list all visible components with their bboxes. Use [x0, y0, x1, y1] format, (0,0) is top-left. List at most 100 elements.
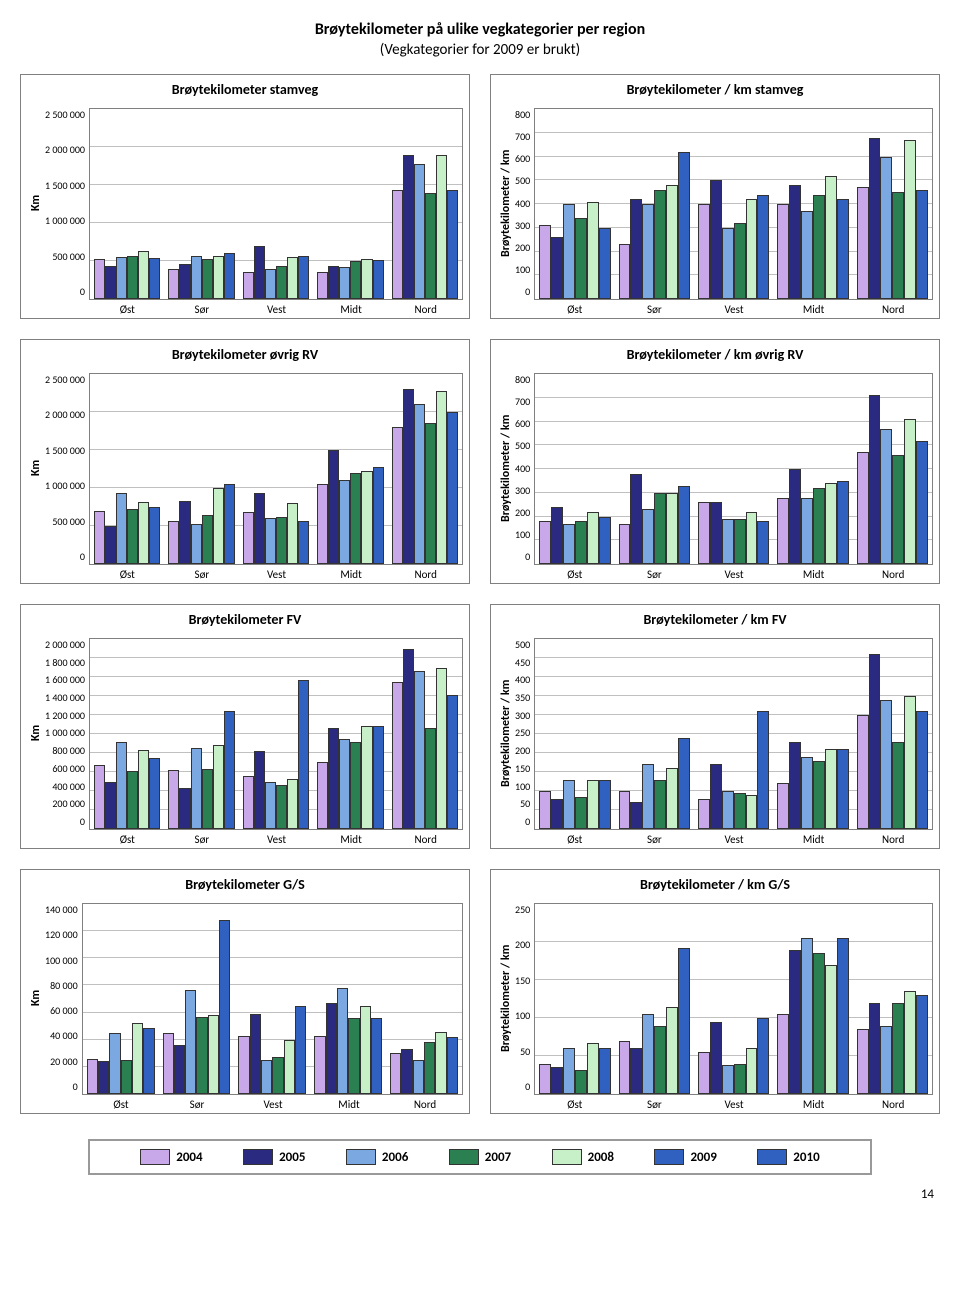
y-axis-label: Km — [27, 903, 45, 1093]
bar — [243, 512, 254, 564]
bar — [339, 267, 350, 299]
bar — [710, 764, 722, 829]
y-tick: 250 — [515, 726, 530, 739]
legend: 2004200520062007200820092010 — [88, 1139, 872, 1175]
x-tick: Nord — [387, 1098, 463, 1111]
y-tick: 700 — [515, 130, 530, 143]
bar — [414, 404, 425, 564]
bar — [116, 742, 127, 829]
bar — [813, 195, 825, 300]
x-tick: Nord — [388, 833, 463, 846]
bar — [642, 204, 654, 299]
bar — [392, 427, 403, 564]
bar-group — [388, 109, 462, 299]
y-tick: 700 — [515, 395, 530, 408]
bar — [98, 1061, 109, 1094]
bar — [551, 1067, 563, 1094]
bar — [825, 749, 837, 829]
y-tick: 200 — [515, 241, 530, 254]
bar — [666, 1007, 678, 1094]
bar — [94, 511, 105, 564]
legend-item: 2010 — [757, 1149, 819, 1165]
bar — [722, 228, 734, 299]
bar — [403, 155, 414, 299]
y-tick: 500 000 — [52, 250, 85, 263]
bar — [348, 1018, 359, 1094]
bar-groups — [535, 639, 932, 829]
bar — [619, 524, 631, 564]
x-ticks: ØstSørVestMidtNord — [90, 568, 463, 581]
bar — [654, 190, 666, 299]
bar — [539, 225, 551, 299]
bar — [904, 696, 916, 829]
y-tick: 1 600 000 — [45, 673, 85, 686]
bar — [265, 782, 276, 829]
x-tick: Midt — [314, 303, 389, 316]
x-tick: Nord — [388, 568, 463, 581]
bar — [185, 990, 196, 1095]
bar — [757, 1018, 769, 1094]
bar-group — [615, 904, 694, 1094]
y-tick: 300 — [515, 219, 530, 232]
bar-groups — [83, 904, 462, 1094]
bar — [563, 524, 575, 564]
y-tick: 300 — [515, 484, 530, 497]
y-tick: 600 — [515, 152, 530, 165]
x-tick: Vest — [694, 568, 774, 581]
bar — [551, 507, 563, 564]
legend-label: 2005 — [279, 1150, 305, 1165]
bar — [94, 259, 105, 299]
y-tick: 60 000 — [50, 1004, 78, 1017]
y-tick: 2 000 000 — [45, 638, 85, 651]
y-tick: 300 — [515, 709, 530, 722]
y-tick: 2 000 000 — [45, 143, 85, 156]
bar — [630, 802, 642, 829]
bar — [202, 259, 213, 299]
y-tick: 200 000 — [52, 797, 85, 810]
bar-group — [853, 109, 932, 299]
bar — [337, 988, 348, 1094]
bar — [127, 509, 138, 564]
bar-group — [535, 374, 614, 564]
y-tick: 1 500 000 — [45, 179, 85, 192]
x-tick: Midt — [774, 833, 854, 846]
bar — [202, 515, 213, 564]
bar — [880, 700, 892, 829]
bar — [539, 1064, 551, 1094]
bar — [328, 450, 339, 564]
y-tick: 250 — [515, 903, 530, 916]
bar — [143, 1028, 154, 1095]
chart-title: Brøytekilometer FV — [27, 611, 463, 628]
legend-item: 2009 — [654, 1149, 716, 1165]
bar — [801, 757, 813, 829]
y-tick: 1 400 000 — [45, 691, 85, 704]
x-ticks: ØstSørVestMidtNord — [535, 303, 933, 316]
x-tick: Sør — [615, 568, 695, 581]
bar — [224, 253, 235, 299]
y-tick: 2 500 000 — [45, 108, 85, 121]
bar — [191, 256, 202, 299]
bar — [238, 1036, 249, 1094]
bar-group — [310, 904, 386, 1094]
y-tick: 200 — [515, 938, 530, 951]
bar — [575, 521, 587, 564]
bar — [563, 1048, 575, 1094]
bar — [619, 1041, 631, 1094]
bar — [575, 218, 587, 299]
x-tick: Øst — [90, 833, 165, 846]
bar-group — [535, 109, 614, 299]
bar — [261, 1060, 272, 1094]
bar — [436, 668, 447, 830]
y-tick: 40 000 — [50, 1029, 78, 1042]
x-tick: Vest — [694, 303, 774, 316]
bar — [746, 1048, 758, 1094]
y-tick: 400 — [515, 197, 530, 210]
x-tick: Øst — [535, 303, 615, 316]
bar — [666, 493, 678, 564]
y-ticks: 2 500 0002 000 0001 500 0001 000 000500 … — [45, 108, 89, 298]
bar — [777, 1014, 789, 1094]
bar-group — [239, 374, 313, 564]
bar — [904, 140, 916, 299]
plot-area — [89, 373, 463, 565]
bar — [539, 791, 551, 829]
